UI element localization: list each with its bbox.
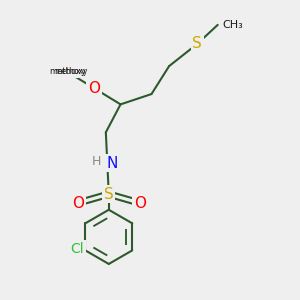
Text: O: O [72, 196, 84, 211]
Text: Cl: Cl [70, 242, 84, 256]
Text: H: H [92, 155, 101, 168]
Text: O: O [88, 81, 100, 96]
Text: CH₃: CH₃ [222, 20, 243, 30]
Text: S: S [104, 187, 114, 202]
Text: S: S [192, 37, 202, 52]
Text: methoxy: methoxy [54, 68, 87, 76]
Text: O: O [134, 196, 146, 211]
Text: methoxy: methoxy [49, 68, 86, 76]
Text: N: N [106, 156, 117, 171]
